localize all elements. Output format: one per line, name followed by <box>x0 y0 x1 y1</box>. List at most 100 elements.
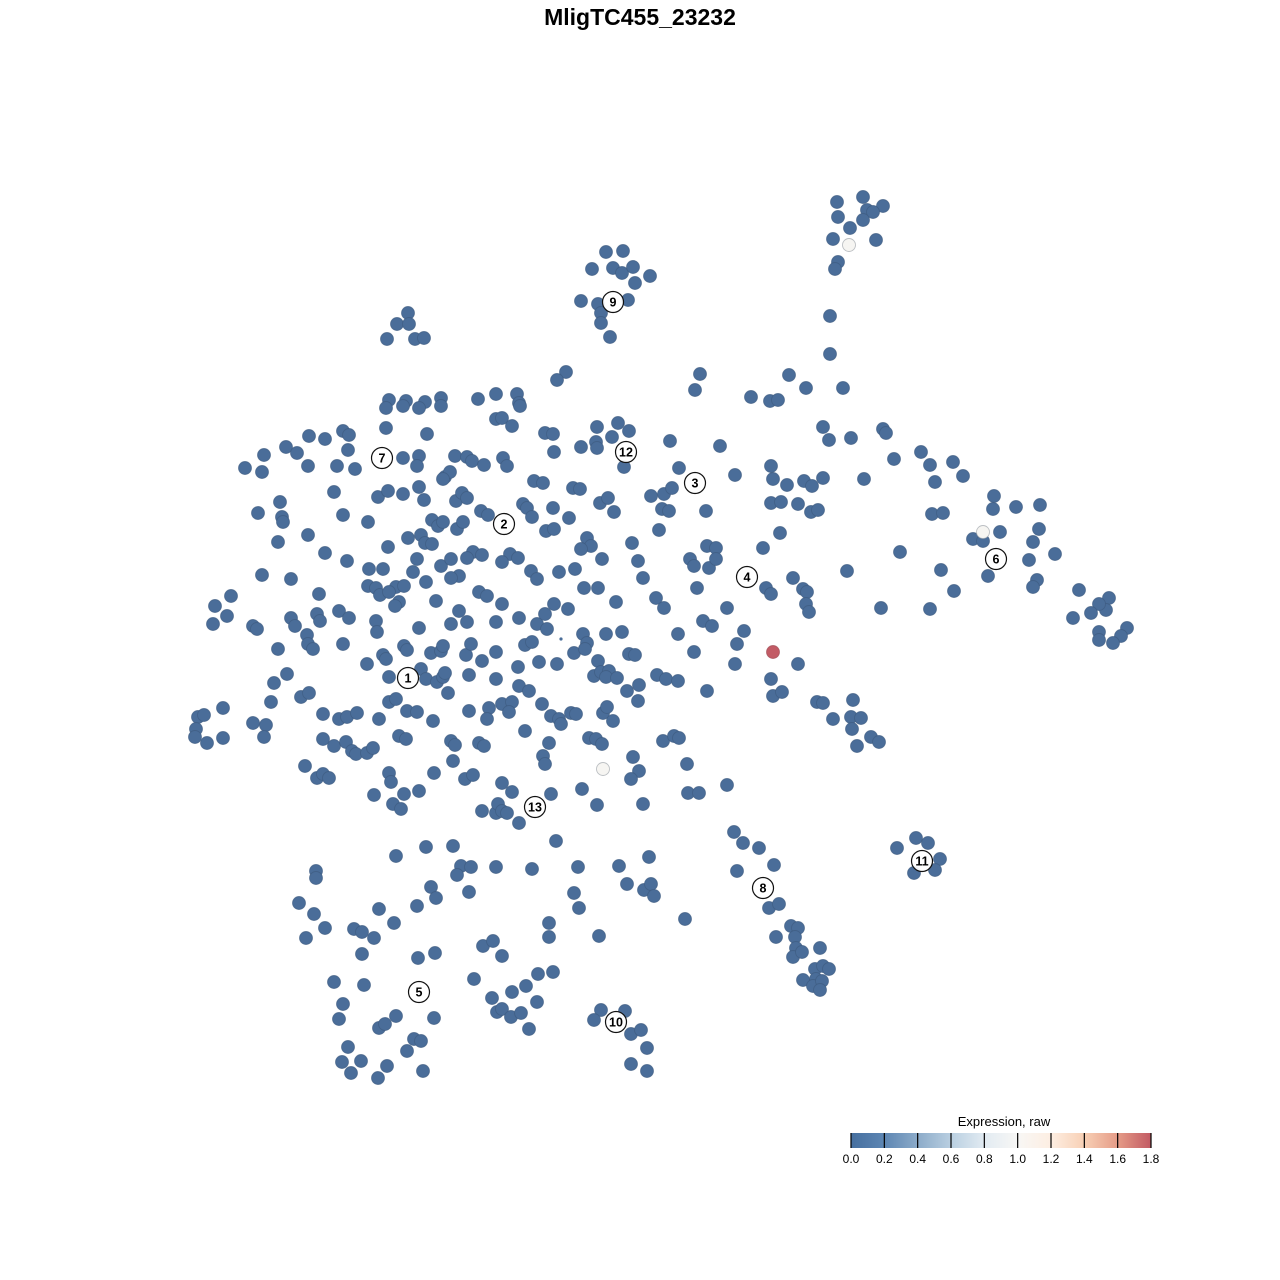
data-point <box>624 772 638 786</box>
data-point <box>341 1040 355 1054</box>
cluster-label-circle <box>370 446 394 470</box>
data-point <box>546 965 560 979</box>
data-point <box>389 1009 403 1023</box>
data-point <box>542 916 556 930</box>
data-point <box>530 572 544 586</box>
colorbar-tick-label: 1.8 <box>1143 1152 1160 1166</box>
data-point <box>536 476 550 490</box>
colorbar-tick-label: 1.0 <box>1009 1152 1026 1166</box>
data-point <box>354 1054 368 1068</box>
data-point <box>382 670 396 684</box>
data-point <box>636 571 650 585</box>
data-point <box>612 859 626 873</box>
data-point <box>446 839 460 853</box>
data-point <box>590 441 604 455</box>
data-point <box>846 693 860 707</box>
data-point <box>357 978 371 992</box>
cluster-label-number: 11 <box>915 855 928 869</box>
data-point <box>559 365 573 379</box>
data-point <box>367 788 381 802</box>
data-point <box>823 309 837 323</box>
data-point <box>216 731 230 745</box>
data-point <box>800 585 814 599</box>
data-point <box>402 317 416 331</box>
data-point <box>379 652 393 666</box>
cluster-label-number: 4 <box>744 571 751 585</box>
data-point <box>426 714 440 728</box>
data-point <box>590 798 604 812</box>
data-point <box>188 730 202 744</box>
data-point <box>791 657 805 671</box>
data-point <box>450 868 464 882</box>
data-point <box>489 615 503 629</box>
data-point <box>460 615 474 629</box>
data-point <box>378 1017 392 1031</box>
colorbar-tick-label: 1.4 <box>1076 1152 1093 1166</box>
data-point <box>1066 611 1080 625</box>
data-point <box>844 431 858 445</box>
data-point <box>607 505 621 519</box>
data-point <box>489 672 503 686</box>
data-point <box>869 233 883 247</box>
data-point <box>434 399 448 413</box>
data-point <box>400 1044 414 1058</box>
data-point <box>874 601 888 615</box>
data-point <box>416 1064 430 1078</box>
data-point <box>921 836 935 850</box>
data-point <box>197 708 211 722</box>
cluster-label-circle <box>601 290 625 314</box>
cluster-label-circle <box>396 666 420 690</box>
data-point <box>410 899 424 913</box>
cluster-label-circle <box>407 980 431 1004</box>
data-point <box>928 863 942 877</box>
data-point <box>382 585 396 599</box>
data-point <box>546 501 560 515</box>
data-point <box>601 491 615 505</box>
data-point <box>1092 633 1106 647</box>
data-point <box>687 645 701 659</box>
data-point <box>322 771 336 785</box>
data-point <box>672 731 686 745</box>
data-point <box>502 705 516 719</box>
data-point <box>671 674 685 688</box>
data-point <box>462 668 476 682</box>
data-point <box>436 515 450 529</box>
data-point <box>360 657 374 671</box>
data-point <box>766 645 780 659</box>
data-point <box>462 704 476 718</box>
data-point <box>590 420 604 434</box>
data-point <box>736 836 750 850</box>
cluster-label-circle <box>984 547 1008 571</box>
data-point <box>1032 522 1046 536</box>
cluster-label-number: 7 <box>379 452 386 466</box>
data-point <box>481 508 495 522</box>
data-point <box>830 195 844 209</box>
data-point <box>307 907 321 921</box>
data-point <box>934 563 948 577</box>
data-point <box>1072 583 1086 597</box>
data-point <box>764 672 778 686</box>
data-point <box>467 972 481 986</box>
data-point <box>514 1006 528 1020</box>
data-point <box>730 637 744 651</box>
data-point <box>505 785 519 799</box>
data-point <box>390 317 404 331</box>
data-point <box>316 732 330 746</box>
data-point <box>615 625 629 639</box>
data-point <box>887 452 901 466</box>
data-point <box>312 587 326 601</box>
data-point <box>466 768 480 782</box>
cluster-label-circle <box>751 876 775 900</box>
data-point <box>802 605 816 619</box>
data-point <box>522 684 536 698</box>
data-point <box>224 589 238 603</box>
data-point <box>379 401 393 415</box>
data-point <box>276 515 290 529</box>
data-point <box>400 643 414 657</box>
cluster-label-circle <box>614 440 638 464</box>
data-point <box>336 508 350 522</box>
data-point <box>775 685 789 699</box>
data-point <box>302 686 316 700</box>
data-point <box>542 930 556 944</box>
cluster-label-number: 5 <box>416 986 423 1000</box>
